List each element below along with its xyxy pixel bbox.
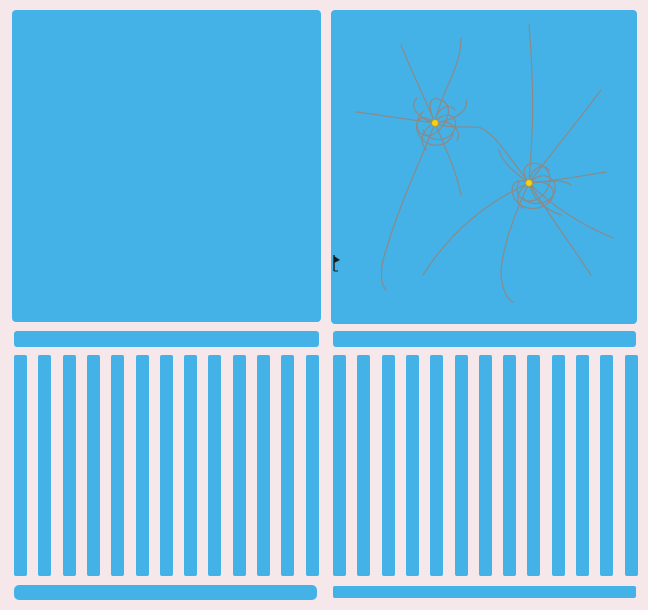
left-header-bar[interactable] — [14, 331, 319, 347]
stripe-column — [135, 355, 149, 576]
right-stripe-group — [333, 355, 638, 576]
network-edges — [355, 24, 614, 303]
stripe-column — [503, 355, 517, 576]
stripe-column — [38, 355, 52, 576]
stripe-column — [381, 355, 395, 576]
flag-cursor-icon — [333, 255, 340, 272]
stripe-column — [624, 355, 638, 576]
stripe-column — [454, 355, 468, 576]
stripe-column — [357, 355, 371, 576]
right-header-bar[interactable] — [333, 331, 636, 347]
stripe-column — [86, 355, 100, 576]
stripe-column — [111, 355, 125, 576]
network-node[interactable] — [431, 119, 439, 127]
left-stripe-group — [14, 355, 319, 576]
left-footer-bar[interactable] — [14, 585, 317, 600]
stripe-column — [281, 355, 295, 576]
stripe-column — [305, 355, 319, 576]
stripe-column — [333, 355, 346, 576]
network-canvas-panel[interactable] — [331, 10, 637, 324]
empty-canvas-panel[interactable] — [12, 10, 321, 322]
network-graph — [355, 24, 614, 303]
stripe-column — [576, 355, 589, 576]
stripe-column — [257, 355, 270, 576]
stripe-column — [62, 355, 76, 576]
stripe-column — [600, 355, 614, 576]
stripe-column — [551, 355, 565, 576]
stripe-column — [478, 355, 492, 576]
network-node[interactable] — [525, 179, 533, 187]
stripe-column — [405, 355, 419, 576]
right-footer-bar[interactable] — [333, 586, 636, 598]
stripe-column — [208, 355, 222, 576]
stripe-column — [14, 355, 27, 576]
stripe-column — [430, 355, 444, 576]
stripe-column — [184, 355, 198, 576]
stripe-column — [232, 355, 246, 576]
stripe-column — [159, 355, 173, 576]
stripe-column — [527, 355, 541, 576]
